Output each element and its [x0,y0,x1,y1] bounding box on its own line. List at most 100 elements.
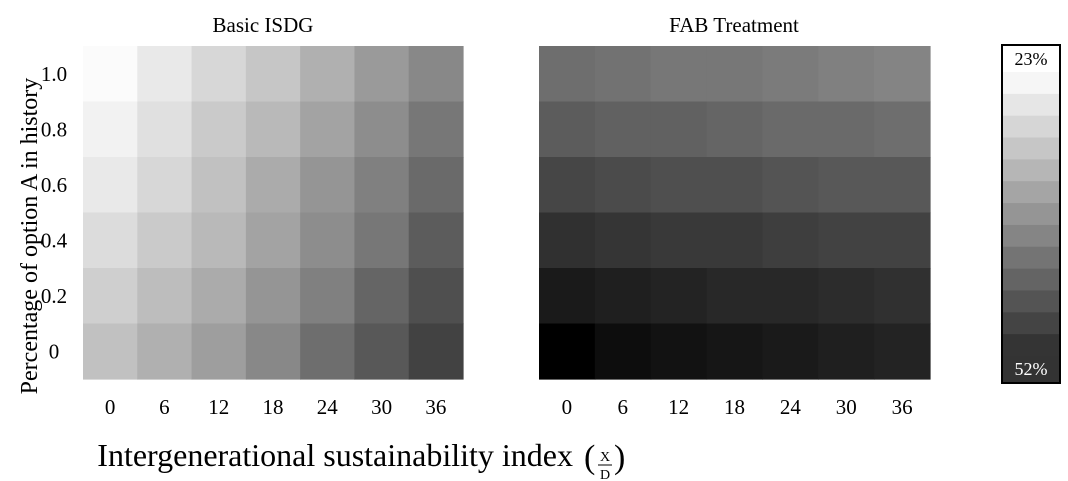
heatmap-cell [650,101,708,158]
heatmap-cell [300,101,356,158]
colorbar: 23% 52% [1001,44,1061,384]
colorbar-band [1003,268,1059,291]
heatmap-cell [706,46,764,103]
colorbar-band [1003,72,1059,95]
heatmap-cell [191,157,247,214]
heatmap-cell [706,212,764,269]
heatmap-cell [83,157,138,214]
heatmap-cell [300,157,356,214]
heatmap-cell [408,101,464,158]
heatmap-cell [137,212,193,269]
colorbar-band [1003,312,1059,335]
heatmap-cell [83,101,138,158]
heatmap-cell [408,323,464,380]
x-tick-label: 6 [159,395,170,419]
heatmap-cell [408,46,464,103]
heatmap-cell [650,157,708,214]
heatmap-cell [818,157,875,214]
heatmap-cell [83,212,138,269]
heatmap-cell [408,157,464,214]
x-tick-label: 6 [618,395,629,419]
heatmap-cell [245,323,301,380]
colorbar-band [1003,159,1059,182]
colorbar-bottom-band [1003,356,1059,382]
heatmap-cell [137,268,193,325]
heatmap-cell [300,46,356,103]
x-tick-label: 12 [208,395,229,419]
x-axis-label: Intergenerational sustainability index [97,437,573,473]
x-tick-label: 36 [425,395,446,419]
heatmap-cell [594,268,652,325]
heatmap-cell [354,323,410,380]
heatmap-cell [245,101,301,158]
heatmap-cell [706,157,764,214]
heatmap-cell [762,101,819,158]
x-axis-label-open-paren: ( [584,439,595,476]
x-tick-label: 24 [780,395,802,419]
heatmap-cell [818,323,875,380]
heatmap-cell [137,323,193,380]
colorbar-band [1003,290,1059,313]
heatmap-cell [191,323,247,380]
x-tick-label: 30 [371,395,392,419]
heatmap-cell [191,46,247,103]
y-tick-labels: 1.0 0.8 0.6 0.4 0.2 0 [41,62,68,364]
x-tick-label: 24 [317,395,339,419]
heatmap-cell [762,46,819,103]
heatmap-fab-treatment [539,46,931,380]
x-tick-label: 12 [668,395,689,419]
heatmap-cell [594,212,652,269]
heatmap-cell [706,101,764,158]
heatmap-cell [539,268,596,325]
heatmap-cell [762,157,819,214]
y-tick-label: 0.4 [41,228,68,252]
colorbar-band [1003,137,1059,160]
colorbar-band [1003,115,1059,139]
heatmap-cell [354,268,410,325]
x-tick-labels-fab: 0 6 12 18 24 30 36 [562,395,913,419]
heatmap-cell [83,46,138,103]
heatmap-cell [245,212,301,269]
heatmap-cell [874,46,931,103]
x-tick-label: 0 [562,395,573,419]
x-tick-label: 30 [836,395,857,419]
heatmap-cell [83,268,138,325]
colorbar-band [1003,334,1059,357]
heatmap-cell [818,212,875,269]
heatmap-cell [594,157,652,214]
heatmap-cell [354,212,410,269]
heatmap-cell [706,323,764,380]
colorbar-band [1003,203,1059,226]
y-tick-label: 0 [49,339,60,363]
heatmap-cell [137,101,193,158]
panel-title-basic-isdg: Basic ISDG [213,13,314,37]
heatmap-cell [650,46,708,103]
heatmap-cell [762,323,819,380]
heatmap-cell [762,268,819,325]
y-tick-label: 0.2 [41,284,67,308]
heatmap-cell [408,212,464,269]
x-axis-label-close-paren: ) [614,439,625,476]
colorbar-band [1003,93,1059,117]
y-tick-label: 0.6 [41,173,67,197]
heatmap-cell [874,323,931,380]
heatmap-cell [300,268,356,325]
heatmap-cell [354,157,410,214]
colorbar-band [1003,246,1059,270]
x-tick-label: 18 [724,395,745,419]
heatmap-cell [539,323,596,380]
heatmap-cell [539,157,596,214]
heatmap-cell [539,212,596,269]
y-tick-label: 0.8 [41,117,67,141]
heatmap-cell [300,323,356,380]
heatmap-cell [874,157,931,214]
heatmap-cell [191,101,247,158]
heatmap-cell [650,212,708,269]
heatmap-cell [650,323,708,380]
heatmap-cell [594,323,652,380]
heatmap-cell [706,268,764,325]
x-tick-label: 36 [892,395,913,419]
x-tick-label: 18 [263,395,284,419]
y-tick-label: 1.0 [41,62,67,86]
